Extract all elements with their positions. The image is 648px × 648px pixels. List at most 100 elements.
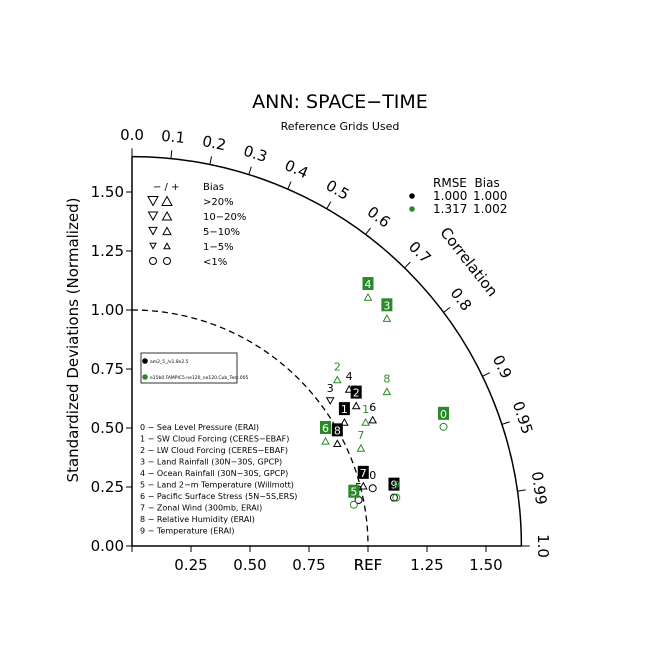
correlation-tick-mark: [287, 181, 292, 190]
bias-marker-icon: [356, 443, 366, 452]
data-point-box: [348, 484, 360, 498]
variable-legend-item: 6 − Pacific Surface Stress (5N−5S,ERS): [140, 492, 297, 501]
data-point-label: 7: [357, 429, 364, 442]
bias-marker-icon: [332, 375, 342, 384]
bias-marker-icon: [349, 500, 358, 509]
reference-label: REF: [354, 556, 383, 574]
x-tick-label: REF: [354, 556, 383, 574]
correlation-tick-mark: [326, 201, 332, 210]
rmse-legend-bias: 1.002: [473, 202, 507, 216]
correlation-tick-mark: [404, 261, 411, 269]
correlation-tick-mark: [365, 227, 371, 235]
bias-legend-up-icon: [161, 195, 173, 206]
chart-title: ANN: SPACE−TIME: [252, 91, 428, 113]
variable-legend-item: 0 − Sea Level Pressure (ERAI): [140, 423, 259, 432]
case-legend-dot: [142, 358, 148, 364]
bias-marker-icon: [368, 484, 377, 493]
case-legend-box: [140, 352, 238, 384]
correlation-tick-mark: [248, 166, 252, 175]
data-point-label: 8: [334, 424, 341, 437]
correlation-tick-label: 0.9: [489, 352, 516, 381]
variable-legend-item: 5 − Land 2−m Temperature (Willmott): [140, 481, 294, 490]
correlation-tick-mark: [170, 150, 173, 159]
data-point-label: 9: [390, 479, 397, 492]
y-axis-label: Standardized Deviations (Normalized): [64, 198, 82, 483]
bias-legend-down-icon: [149, 242, 157, 250]
correlation-tick-mark: [501, 421, 510, 425]
rmse-legend-dot: [409, 206, 415, 212]
data-point-label: 1: [341, 403, 348, 416]
data-point-label: 0: [440, 408, 447, 421]
data-point-box: [331, 423, 343, 437]
variable-legend-item: 4 − Ocean Rainfall (30N−30S, GPCP): [140, 469, 288, 478]
correlation-tick-label: 0.3: [241, 142, 269, 166]
data-point-label: 3: [327, 382, 334, 395]
bias-legend-label: >20%: [203, 197, 234, 208]
data-point-label: 3: [383, 299, 390, 312]
correlation-tick-label: 0.5: [323, 176, 353, 204]
y-tick-label: 0.00: [91, 537, 124, 555]
bias-marker-icon: [389, 493, 398, 502]
correlation-tick-label: 0.95: [509, 399, 537, 436]
correlation-tick-label: 1.0: [534, 534, 552, 558]
data-point-box: [350, 385, 362, 399]
data-point-label: 9: [393, 479, 400, 492]
bias-legend-up-icon: [163, 242, 171, 250]
bias-legend-up-icon: [162, 226, 172, 236]
case-legend-label: am2_5_∕v1.8x2.5: [150, 359, 189, 365]
data-point-box: [438, 406, 450, 420]
variable-legend-item: 7 − Zonal Wind (300mb, ERAI): [140, 504, 262, 513]
x-tick-label: 0.50: [233, 556, 266, 574]
bias-legend-down-icon: [147, 211, 159, 222]
bias-marker-icon: [351, 401, 361, 410]
bias-marker-icon: [382, 314, 392, 322]
correlation-tick-mark: [209, 156, 213, 165]
data-point-box: [357, 465, 369, 479]
rmse-legend-header: RMSE Bias: [433, 176, 500, 190]
data-point-box: [320, 421, 332, 434]
x-tick-label: 0.75: [292, 556, 325, 574]
variable-legend-item: 9 − Temperature (ERAI): [140, 527, 234, 536]
variable-legend-item: 1 − SW Cloud Forcing (CERES−EBAF): [140, 435, 289, 444]
data-point-box: [362, 277, 374, 291]
rmse-legend-bias: 1.000: [473, 189, 507, 203]
data-point-label: 7: [360, 467, 367, 480]
bias-marker-icon: [439, 422, 448, 431]
bias-legend-label: 10−20%: [203, 212, 246, 223]
bias-marker-icon: [361, 417, 370, 426]
bias-marker-icon: [363, 292, 373, 301]
y-tick-label: 0.25: [91, 478, 124, 496]
variable-legend-item: 3 − Land Rainfall (30N−30S, GPCP): [140, 458, 282, 467]
data-point-box: [338, 402, 350, 416]
correlation-tick-label: 0.1: [160, 127, 186, 147]
correlation-tick-mark: [517, 489, 526, 492]
correlation-axis-label: Correlation: [436, 224, 501, 300]
variable-legend-item: 8 − Relative Humidity (ERAI): [140, 515, 255, 524]
correlation-tick-label: 0.2: [201, 132, 228, 154]
bias-legend-circle-icon: [149, 257, 157, 265]
y-tick-label: 1.25: [91, 242, 124, 260]
bias-legend-label: 1−5%: [203, 242, 234, 253]
bias-legend-down-icon: [147, 196, 159, 207]
correlation-tick-mark: [482, 372, 491, 377]
bias-legend-symbols: − / +: [153, 182, 179, 193]
data-point-label: 4: [346, 370, 353, 383]
reference-arc: [131, 309, 369, 547]
y-tick-label: 1.00: [91, 301, 124, 319]
bias-legend-header: Bias: [203, 182, 224, 193]
data-point-label: 2: [334, 361, 341, 374]
data-point-label: 5: [350, 486, 357, 499]
bias-legend-label: <1%: [203, 257, 227, 268]
case-legend-label: e15b0.FAMPIC5.ne120_ne120.Cub_Test.005: [150, 375, 248, 381]
chart-subtitle: Reference Grids Used: [281, 120, 400, 133]
data-point-label: 6: [369, 401, 376, 414]
bias-marker-icon: [325, 397, 335, 406]
bias-legend-down-icon: [148, 226, 158, 236]
data-point-box: [381, 298, 393, 312]
rmse-legend-rmse: 1.000: [433, 189, 467, 203]
x-tick-label: 0.25: [174, 556, 207, 574]
x-tick-label: 1.25: [410, 556, 443, 574]
variable-legend-item: 2 − LW Cloud Forcing (CERES−EBAF): [140, 446, 288, 455]
bias-marker-icon: [368, 415, 378, 424]
